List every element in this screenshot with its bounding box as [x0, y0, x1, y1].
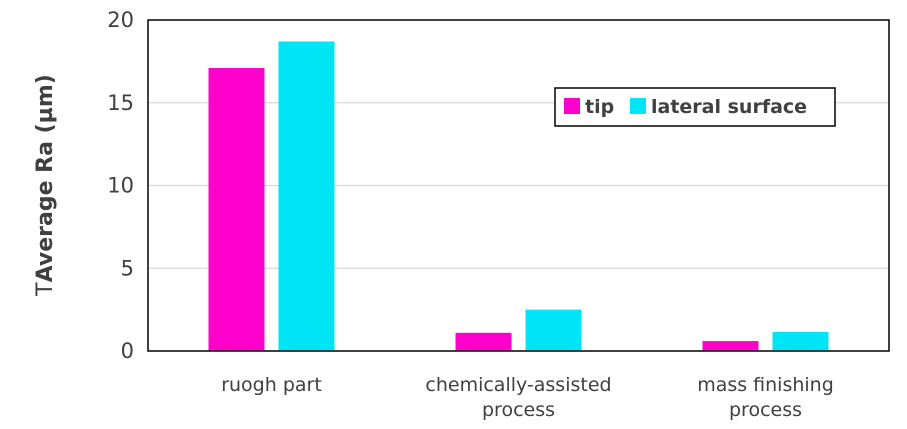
bar-tip-1 [455, 332, 512, 351]
legend-label-lateral-surface: lateral surface [651, 96, 807, 118]
bar-lateral-surface-1 [525, 309, 582, 351]
legend-swatch-tip [564, 98, 580, 114]
y-axis-label-prefix: T [33, 282, 58, 297]
y-axis-ticks: 0 5 10 15 20 [107, 8, 134, 363]
y-tick-label: 20 [107, 8, 134, 32]
x-category-label: process [482, 399, 555, 421]
bar-lateral-surface-0 [278, 41, 335, 351]
x-category-label: mass finishing [697, 374, 834, 396]
legend: tip lateral surface [554, 87, 836, 127]
bar-lateral-surface-2 [772, 331, 829, 351]
x-category-label: process [729, 399, 802, 421]
bars [208, 41, 829, 352]
plot-area-frame [147, 19, 890, 352]
y-tick-label: 0 [121, 339, 134, 363]
y-tick-label: 15 [107, 91, 134, 115]
legend-label-tip: tip [585, 96, 614, 118]
x-axis-categories: ruogh part chemically-assisted process mass… [221, 374, 834, 421]
y-tick-label: 5 [121, 256, 134, 280]
x-category-label: chemically-assisted [425, 374, 611, 396]
y-tick-label: 10 [107, 174, 134, 198]
bar-tip-2 [702, 341, 759, 351]
y-axis-label: TAverage Ra (µm) [33, 74, 58, 297]
legend-frame [554, 87, 836, 127]
x-category-label: ruogh part [221, 374, 322, 396]
legend-swatch-lateral-surface [630, 98, 646, 114]
y-axis-label-main: Average Ra (µm) [33, 74, 58, 282]
bar-tip-0 [208, 67, 265, 352]
